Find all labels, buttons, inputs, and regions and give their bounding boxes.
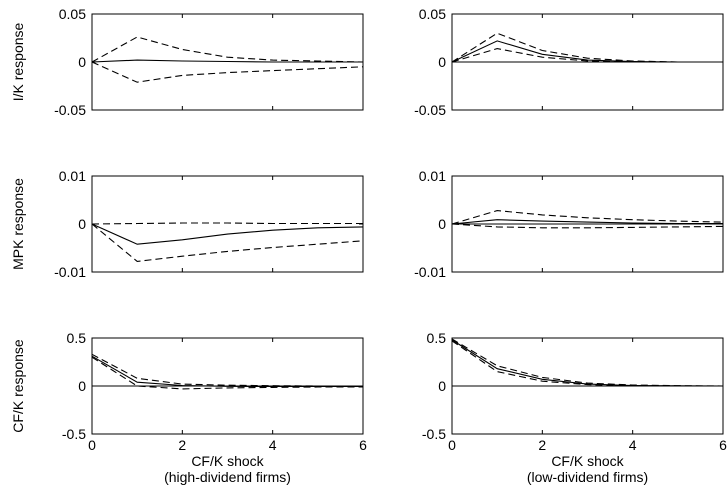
response-line — [91, 59, 363, 63]
y-tick-label: 0.01 — [59, 168, 86, 184]
confidence-band-line — [91, 36, 364, 63]
y-tick-label: 0.5 — [427, 330, 447, 346]
x-tick-label: 4 — [269, 437, 277, 453]
y-tick-label: 0.05 — [59, 6, 86, 22]
panel-1: 0.05 0 -0.05 I/K response — [10, 6, 364, 118]
y-axis-label: MPK response — [10, 178, 26, 270]
y-tick-label: 0 — [78, 54, 86, 70]
confidence-band-line — [91, 356, 363, 390]
y-tick-label: -0.05 — [414, 102, 446, 118]
y-tick-label: -0.01 — [414, 264, 446, 280]
confidence-band-line — [451, 340, 723, 387]
x-tick-label: 4 — [629, 437, 637, 453]
panel-6: 0.50-0.50 2 4 6CF/K shock(low-dividend firm… — [422, 330, 727, 485]
y-tick-label: -0.5 — [422, 426, 446, 442]
panel-2: 0.05 0 -0.05 — [414, 6, 724, 118]
confidence-band-line — [451, 32, 723, 63]
y-axis-label: CF/K response — [10, 339, 26, 433]
confidence-band-line — [451, 223, 724, 229]
x-axis-sublabel: (low-dividend firms) — [527, 469, 648, 485]
y-axis-label: I/K response — [10, 22, 26, 101]
y-tick-label: 0 — [438, 216, 446, 232]
x-tick-label: 2 — [538, 437, 546, 453]
x-axis-label: CF/K shock — [191, 453, 264, 469]
response-line — [91, 223, 364, 245]
x-tick-label: 6 — [359, 437, 367, 453]
confidence-band-line — [91, 222, 363, 225]
confidence-band-line — [91, 61, 364, 83]
x-tick-label: 0 — [88, 437, 96, 453]
response-line — [451, 40, 723, 63]
confidence-band-line — [451, 210, 724, 225]
x-tick-label: 6 — [719, 437, 727, 453]
response-line — [91, 355, 363, 388]
response-line — [451, 219, 723, 225]
y-tick-label: -0.01 — [54, 264, 86, 280]
y-tick-label: 0 — [78, 378, 86, 394]
x-tick-label: 2 — [178, 437, 186, 453]
panel-3: 0.01 0 -0.01 MPK response — [10, 168, 364, 280]
y-tick-label: 0.01 — [419, 168, 446, 184]
x-tick-label: 0 — [448, 437, 456, 453]
confidence-band-line — [91, 223, 364, 262]
confidence-band-line — [91, 353, 363, 387]
panel-4: 0.01 0 -0.01 — [414, 168, 724, 280]
y-tick-label: 0 — [438, 378, 446, 394]
y-tick-label: 0 — [78, 216, 86, 232]
confidence-band-line — [451, 48, 723, 63]
y-tick-label: 0 — [438, 54, 446, 70]
y-tick-label: 0.5 — [67, 330, 87, 346]
y-tick-label: 0.05 — [419, 6, 446, 22]
plot-frame — [91, 175, 364, 273]
x-axis-label: CF/K shock — [551, 453, 624, 469]
y-tick-label: -0.05 — [54, 102, 86, 118]
confidence-band-line — [451, 338, 724, 387]
x-axis-sublabel: (high-dividend firms) — [164, 469, 291, 485]
y-tick-label: -0.5 — [62, 426, 86, 442]
